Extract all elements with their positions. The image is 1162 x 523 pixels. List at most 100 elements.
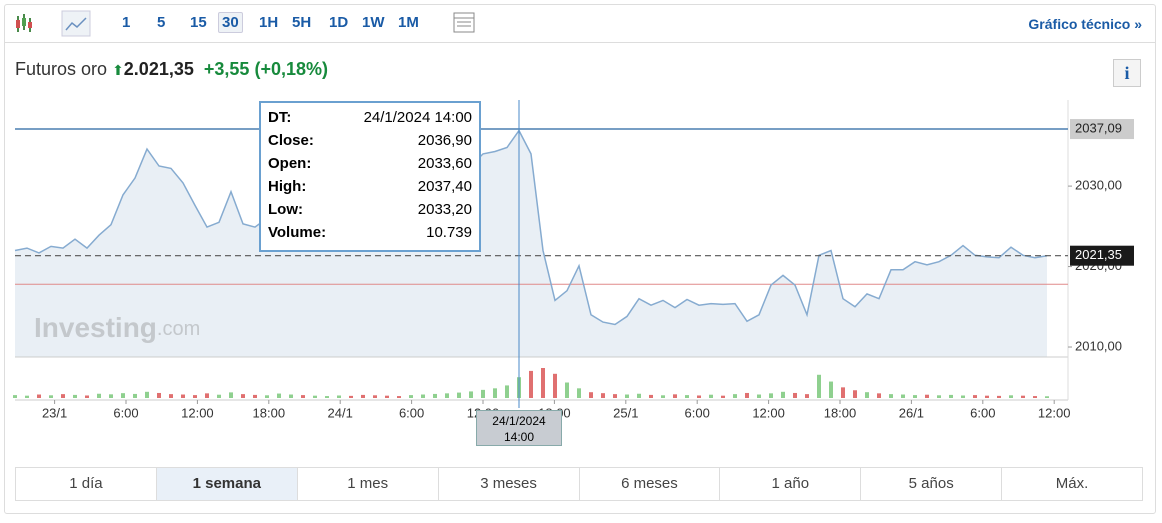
tooltip-key: Low: bbox=[268, 201, 303, 218]
interval[interactable]: 1W bbox=[362, 14, 385, 31]
tooltip-key: High: bbox=[268, 178, 307, 195]
x-tick-label: 23/1 bbox=[42, 405, 67, 420]
x-tick-label: 6:00 bbox=[113, 405, 138, 420]
volume-bar bbox=[37, 394, 41, 398]
volume-bar bbox=[505, 385, 509, 398]
volume-bar bbox=[757, 394, 761, 398]
range-tab[interactable]: Máx. bbox=[1055, 475, 1089, 492]
volume-bar bbox=[121, 393, 125, 398]
x-tick-label: 25/1 bbox=[613, 405, 638, 420]
volume-bar bbox=[685, 395, 689, 398]
header: Futuros oro ⬆2.021,35 +3,55 (+0,18%) bbox=[15, 59, 328, 80]
volume-bar bbox=[961, 395, 965, 398]
x-tick-label: 12:00 bbox=[1038, 405, 1071, 420]
chart-type-icons[interactable] bbox=[12, 4, 112, 42]
volume-bar bbox=[889, 394, 893, 398]
volume-bar bbox=[493, 388, 497, 398]
volume-bar bbox=[985, 395, 989, 398]
tooltip-key: Volume: bbox=[268, 224, 327, 241]
volume-bar bbox=[61, 394, 65, 398]
volume-bar bbox=[325, 396, 329, 398]
interval[interactable]: 5 bbox=[157, 14, 166, 31]
interval[interactable]: 30 bbox=[218, 12, 243, 33]
price-area bbox=[15, 130, 1047, 357]
watermark-suffix: .com bbox=[157, 318, 200, 340]
volume-bar bbox=[877, 393, 881, 398]
volume-bar bbox=[529, 370, 533, 398]
volume-bar bbox=[601, 393, 605, 398]
change-pct: (+0,18%) bbox=[254, 59, 328, 79]
volume-bar bbox=[205, 393, 209, 398]
interval[interactable]: 1M bbox=[398, 14, 419, 31]
interval[interactable]: 15 bbox=[190, 14, 207, 31]
tooltip-row: DT: 24/1/2024 14:00 bbox=[268, 109, 472, 132]
price-line bbox=[14, 129, 1048, 326]
volume-bar bbox=[733, 394, 737, 398]
range-tab[interactable]: 3 meses bbox=[439, 468, 580, 500]
volume-bar bbox=[265, 395, 269, 398]
volume-bar bbox=[613, 394, 617, 398]
marker-label: 2037,09 bbox=[1075, 120, 1122, 135]
x-tick-label: 6:00 bbox=[685, 405, 710, 420]
interval[interactable]: 1 bbox=[122, 14, 131, 31]
volume-bar bbox=[253, 394, 257, 398]
volume-bar bbox=[937, 395, 941, 398]
volume-bar bbox=[421, 394, 425, 398]
volume-bar bbox=[157, 392, 161, 398]
volume-bar bbox=[1033, 396, 1037, 398]
marker-tag bbox=[1070, 119, 1134, 140]
tooltip-row: Low: 2033,20 bbox=[268, 201, 472, 224]
interval[interactable]: 1H bbox=[259, 14, 279, 31]
volume-bar bbox=[193, 395, 197, 398]
volume-bar bbox=[973, 395, 977, 398]
volume-bar bbox=[241, 394, 245, 398]
volume-bar bbox=[301, 395, 305, 398]
crosshair-time: 14:00 bbox=[503, 430, 535, 444]
interval[interactable]: 1D bbox=[329, 14, 349, 31]
crosshair-date: 24/1/2024 bbox=[492, 414, 546, 428]
x-tick-label: 18:00 bbox=[824, 405, 857, 420]
y-tick-label: 2030,00 bbox=[1075, 178, 1122, 193]
range-tab[interactable]: 1 día bbox=[16, 468, 157, 500]
table-icon[interactable] bbox=[450, 4, 480, 42]
range-tab[interactable]: 5 años bbox=[861, 468, 1003, 500]
marker-tag bbox=[1070, 245, 1134, 266]
volume-bar bbox=[445, 393, 449, 398]
volume-bar bbox=[793, 392, 797, 398]
range-tab[interactable]: 1 año bbox=[720, 468, 862, 500]
volume-bar bbox=[865, 392, 869, 398]
range-tab[interactable]: 1 mes bbox=[298, 468, 439, 500]
range-tab[interactable]: 1 semana bbox=[156, 468, 298, 500]
range-tab[interactable]: 6 meses bbox=[580, 468, 721, 500]
toolbar: Gráfico técnico » 1 5 15 30 1H 5H 1D 1W 1M bbox=[4, 4, 1156, 43]
volume-bar bbox=[13, 395, 17, 398]
tooltip-value: 24/1/2024 14:00 bbox=[363, 109, 472, 126]
volume-bar bbox=[469, 391, 473, 398]
technical-link[interactable]: Gráfico técnico » bbox=[1028, 16, 1142, 32]
volume-bar bbox=[217, 394, 221, 398]
volume-bar bbox=[577, 388, 581, 398]
volume-bar bbox=[841, 387, 845, 398]
volume-bar bbox=[373, 395, 377, 398]
tooltip-value: 2036,90 bbox=[417, 132, 472, 149]
volume-bar bbox=[829, 381, 833, 398]
volume-bar bbox=[313, 395, 317, 398]
info-button[interactable]: i bbox=[1113, 59, 1141, 87]
volume-bar bbox=[109, 394, 113, 398]
volume-bar bbox=[289, 394, 293, 398]
tooltip-value: 2033,20 bbox=[417, 201, 472, 218]
volume-bar bbox=[673, 394, 677, 398]
tooltip-key: DT: bbox=[268, 109, 292, 126]
interval[interactable]: 5H bbox=[292, 14, 312, 31]
tooltip: DT: 24/1/2024 14:00 Close: 2036,90 Open: 2033… bbox=[259, 101, 481, 252]
volume-bar bbox=[361, 394, 365, 398]
tooltip-key: Open: bbox=[268, 155, 312, 172]
volume-bar bbox=[805, 394, 809, 398]
volume-bar bbox=[169, 394, 173, 398]
volume-bar bbox=[541, 368, 545, 398]
volume-bar bbox=[637, 393, 641, 398]
tooltip-row: Volume: 10.739 bbox=[268, 224, 472, 247]
volume-bar bbox=[229, 392, 233, 398]
volume-bar bbox=[997, 395, 1001, 398]
